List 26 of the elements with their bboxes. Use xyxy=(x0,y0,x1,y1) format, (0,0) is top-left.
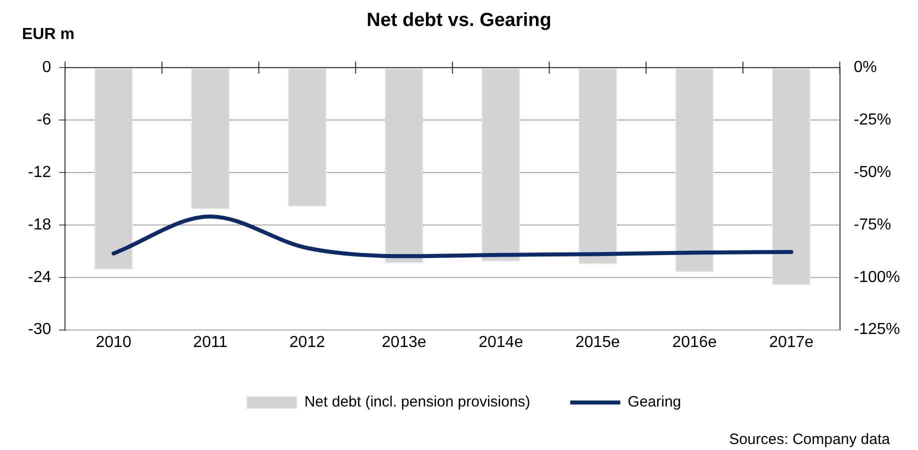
x-tick-label: 2014e xyxy=(478,334,524,351)
source-note: Sources: Company data xyxy=(729,431,890,448)
legend-label: Gearing xyxy=(628,394,682,411)
chart-title: Net debt vs. Gearing xyxy=(366,10,552,31)
x-tick-label: 2015e xyxy=(575,334,620,351)
y-tick-label: -24 xyxy=(28,268,52,286)
x-tick-label: 2010 xyxy=(96,334,132,351)
y2-tick-label: -75% xyxy=(854,216,892,234)
x-tick-label: 2011 xyxy=(193,334,228,351)
y-tick-label: -6 xyxy=(36,111,52,128)
y-tick-label: -18 xyxy=(28,216,52,234)
y2-tick-label: 0% xyxy=(854,59,877,76)
line-series xyxy=(112,214,794,258)
y-tick-label: -30 xyxy=(28,321,52,338)
x-tick-label: 2017e xyxy=(769,334,814,351)
x-tick-label: 2012 xyxy=(289,334,326,351)
y-tick-label: -12 xyxy=(28,164,52,181)
y2-tick-label: -125% xyxy=(854,321,900,338)
y-tick-label: 0 xyxy=(42,59,52,76)
x-tick-label: 2013e xyxy=(382,334,426,351)
x-tick-label: 2016e xyxy=(672,334,717,351)
legend-label: Net debt (incl. pension provisions) xyxy=(304,394,530,411)
y2-tick-label: -50% xyxy=(854,164,892,181)
y2-tick-label: -25% xyxy=(854,111,892,128)
y-axis-title: EUR m xyxy=(22,26,74,44)
y2-tick-label: -100% xyxy=(854,268,900,286)
